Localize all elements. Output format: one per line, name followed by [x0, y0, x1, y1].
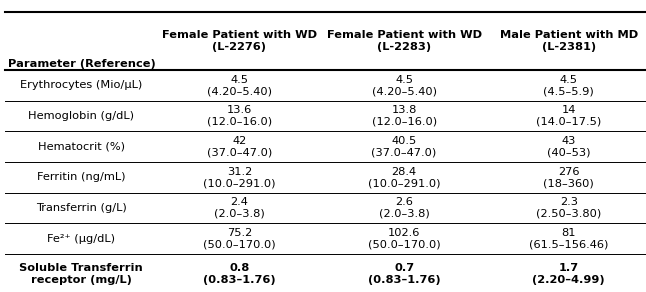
Text: 0.7
(0.83–1.76): 0.7 (0.83–1.76) [368, 263, 441, 284]
Text: Female Patient with WD
(L-2283): Female Patient with WD (L-2283) [326, 30, 482, 52]
Text: Male Patient with MD
(L-2381): Male Patient with MD (L-2381) [499, 30, 638, 52]
Text: 4.5
(4.20–5.40): 4.5 (4.20–5.40) [207, 75, 272, 96]
Text: 102.6
(50.0–170.0): 102.6 (50.0–170.0) [368, 228, 441, 249]
Text: 28.4
(10.0–291.0): 28.4 (10.0–291.0) [368, 167, 441, 188]
Text: Fe²⁺ (μg/dL): Fe²⁺ (μg/dL) [47, 234, 115, 244]
Text: 81
(61.5–156.46): 81 (61.5–156.46) [529, 228, 609, 249]
Text: 14
(14.0–17.5): 14 (14.0–17.5) [536, 105, 601, 127]
Text: 4.5
(4.5–5.9): 4.5 (4.5–5.9) [543, 75, 594, 96]
Text: 2.3
(2.50–3.80): 2.3 (2.50–3.80) [536, 197, 601, 219]
Text: Erythrocytes (Mio/μL): Erythrocytes (Mio/μL) [20, 80, 142, 91]
Text: 1.7
(2.20–4.99): 1.7 (2.20–4.99) [532, 263, 605, 284]
Text: 13.8
(12.0–16.0): 13.8 (12.0–16.0) [371, 105, 437, 127]
Text: 13.6
(12.0–16.0): 13.6 (12.0–16.0) [207, 105, 272, 127]
Text: Ferritin (ng/mL): Ferritin (ng/mL) [37, 172, 125, 182]
Text: 75.2
(50.0–170.0): 75.2 (50.0–170.0) [203, 228, 276, 249]
Text: Soluble Transferrin
receptor (mg/L): Soluble Transferrin receptor (mg/L) [19, 263, 143, 284]
Text: Female Patient with WD
(L-2276): Female Patient with WD (L-2276) [162, 30, 317, 52]
Text: Hemoglobin (g/dL): Hemoglobin (g/dL) [28, 111, 134, 121]
Text: Transferrin (g/L): Transferrin (g/L) [36, 203, 127, 213]
Text: Hematocrit (%): Hematocrit (%) [37, 142, 125, 152]
Text: 4.5
(4.20–5.40): 4.5 (4.20–5.40) [371, 75, 437, 96]
Text: 42
(37.0–47.0): 42 (37.0–47.0) [207, 136, 272, 157]
Text: 2.6
(2.0–3.8): 2.6 (2.0–3.8) [379, 197, 430, 219]
Text: 0.8
(0.83–1.76): 0.8 (0.83–1.76) [203, 263, 276, 284]
Text: 31.2
(10.0–291.0): 31.2 (10.0–291.0) [203, 167, 276, 188]
Text: Parameter (Reference): Parameter (Reference) [8, 59, 156, 69]
Text: 43
(40–53): 43 (40–53) [547, 136, 590, 157]
Text: 40.5
(37.0–47.0): 40.5 (37.0–47.0) [371, 136, 437, 157]
Text: 2.4
(2.0–3.8): 2.4 (2.0–3.8) [214, 197, 265, 219]
Text: 276
(18–360): 276 (18–360) [543, 167, 594, 188]
